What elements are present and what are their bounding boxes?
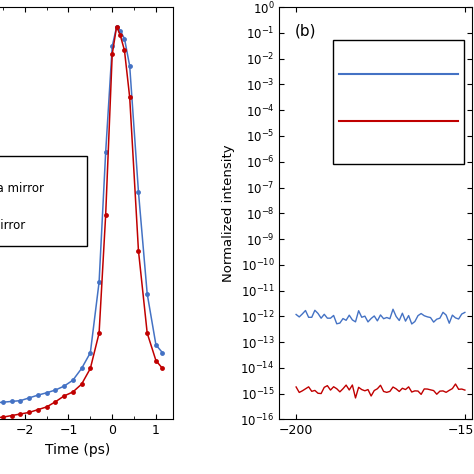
Text: (b): (b) <box>295 24 316 38</box>
Bar <box>333 40 464 164</box>
X-axis label: Time (ps): Time (ps) <box>45 443 110 457</box>
Bar <box>0 155 87 246</box>
Y-axis label: Normalized intensity: Normalized intensity <box>222 145 235 282</box>
Text: ma mirror: ma mirror <box>0 182 44 195</box>
Text: mirror: mirror <box>0 219 25 232</box>
